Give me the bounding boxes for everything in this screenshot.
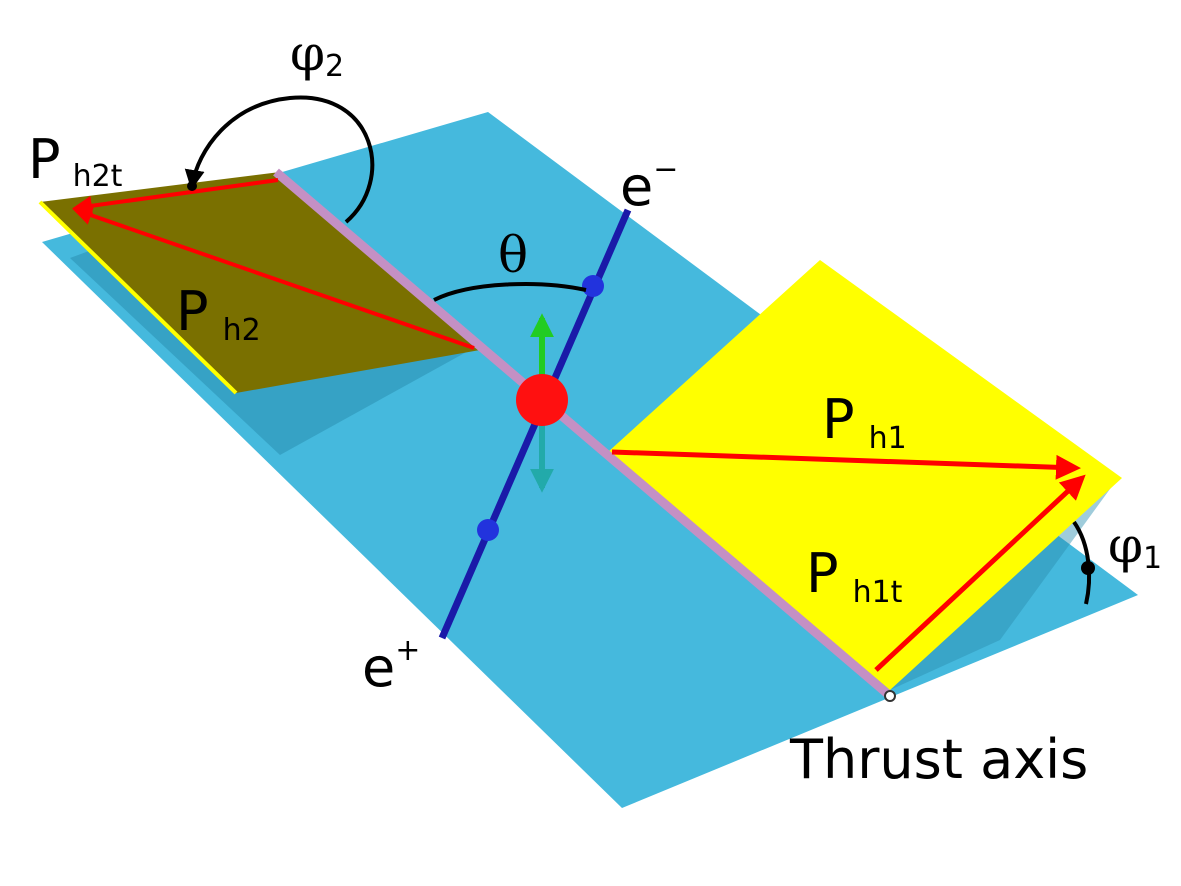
phi1-arc-dot — [1081, 561, 1095, 575]
phi2-arc-dot — [187, 181, 197, 191]
label-phi2: φ2 — [290, 24, 344, 84]
label-e-minus: e− — [620, 152, 678, 218]
label-e-plus: e+ — [362, 633, 420, 699]
label-phi1: φ1 — [1108, 516, 1162, 576]
label-theta: θ — [498, 226, 528, 284]
vector-ph1 — [611, 449, 1081, 480]
phi2-arc — [184, 95, 375, 224]
hemisphere2-plane — [40, 172, 480, 393]
thrust-axis-line — [273, 168, 893, 700]
interaction-vertex — [516, 374, 568, 426]
hemisphere2-plane-edge — [38, 200, 238, 395]
label-thrust-axis: Thrust axis — [789, 728, 1088, 791]
vector-ph2 — [72, 205, 475, 350]
vector-ph2t — [72, 178, 279, 216]
beam-marker-lower — [477, 519, 499, 541]
hemisphere1-plane — [608, 260, 1122, 690]
thrust-axis-end — [884, 690, 896, 702]
theta-arc — [433, 282, 587, 302]
beam-marker-upper — [582, 275, 604, 297]
vector-ph1t — [874, 474, 1086, 672]
